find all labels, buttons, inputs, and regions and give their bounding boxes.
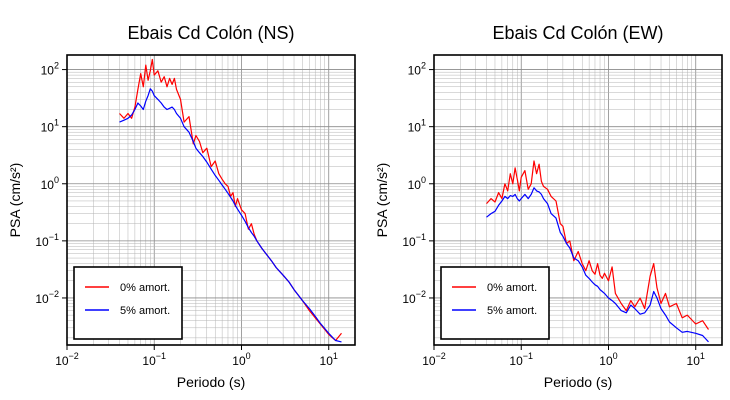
- series-line: [486, 160, 709, 330]
- chart-title: Ebais Cd Colón (NS): [127, 23, 294, 43]
- legend: 0% amort. 5% amort.: [73, 266, 183, 340]
- chart-panel-ns: Ebais Cd Colón (NS) Periodo (s) PSA (cm/…: [7, 23, 356, 390]
- chart-title: Ebais Cd Colón (EW): [492, 23, 663, 43]
- x-tick-label: 101: [320, 351, 338, 368]
- y-tick-label: 10−1: [35, 232, 59, 249]
- y-tick-label: 100: [41, 175, 59, 192]
- x-tick-label: 100: [232, 351, 250, 368]
- plot-area: 10−2 10−1 100 101 10−2 10−1 100 101 102 0% amort.…: [35, 54, 356, 368]
- legend-label: 0% amort.: [120, 282, 170, 294]
- legend-label: 5% amort.: [487, 305, 537, 317]
- grid: [66, 55, 356, 345]
- legend-box: [440, 266, 550, 340]
- legend-box: [73, 266, 183, 340]
- legend-label: 0% amort.: [487, 282, 537, 294]
- chart-panel-ew: Ebais Cd Colón (EW) Periodo (s) PSA (cm/…: [374, 23, 723, 390]
- y-tick-label: 100: [408, 175, 426, 192]
- y-tick-label: 10−1: [402, 232, 426, 249]
- plot-frame: [66, 54, 356, 346]
- y-axis-label: PSA (cm/s²): [7, 163, 23, 238]
- y-tick-label: 102: [41, 61, 59, 78]
- x-tick-label: 10−1: [142, 351, 166, 368]
- y-tick-label: 102: [408, 61, 426, 78]
- x-tick-label: 101: [687, 351, 705, 368]
- legend-label: 5% amort.: [120, 305, 170, 317]
- x-tick-label: 10−2: [422, 351, 446, 368]
- x-axis-label: Periodo (s): [177, 374, 245, 390]
- y-tick-label: 10−2: [35, 289, 59, 306]
- plot-frame: [433, 54, 723, 346]
- series-line: [119, 88, 342, 343]
- series-line: [486, 187, 709, 343]
- plot-area: 10−2 10−1 100 101 10−2 10−1 100 101 102 0% amort.…: [402, 54, 723, 368]
- legend: 0% amort. 5% amort.: [440, 266, 550, 340]
- y-tick-label: 10−2: [402, 289, 426, 306]
- x-tick-label: 100: [599, 351, 617, 368]
- y-tick-label: 101: [41, 118, 59, 135]
- y-tick-label: 101: [408, 118, 426, 135]
- x-tick-label: 10−2: [55, 351, 79, 368]
- x-tick-label: 10−1: [509, 351, 533, 368]
- x-axis-label: Periodo (s): [544, 374, 612, 390]
- y-axis-label: PSA (cm/s²): [374, 163, 390, 238]
